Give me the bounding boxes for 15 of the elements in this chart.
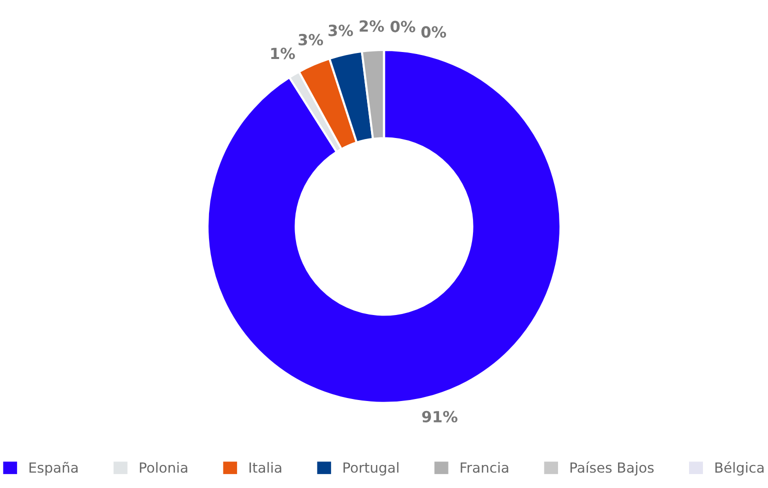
donut-slice xyxy=(206,48,562,404)
data-label: 91% xyxy=(422,410,458,422)
legend-label: Bélgica xyxy=(715,462,764,476)
data-label: 1% xyxy=(271,48,295,60)
legend-label: Francia xyxy=(460,462,508,473)
data-label: 3% xyxy=(298,34,324,46)
legend-label: Países Bajos xyxy=(570,462,654,476)
legend-label: Italia xyxy=(250,462,282,473)
legend-label: Polonia xyxy=(140,462,188,473)
text: 0% xyxy=(421,26,446,38)
data-label: 2% xyxy=(360,20,384,32)
legend-label: Portugal xyxy=(344,462,398,476)
data-label: 3% xyxy=(328,24,353,36)
legend-label: España xyxy=(30,462,78,476)
text: 0% xyxy=(390,20,416,32)
